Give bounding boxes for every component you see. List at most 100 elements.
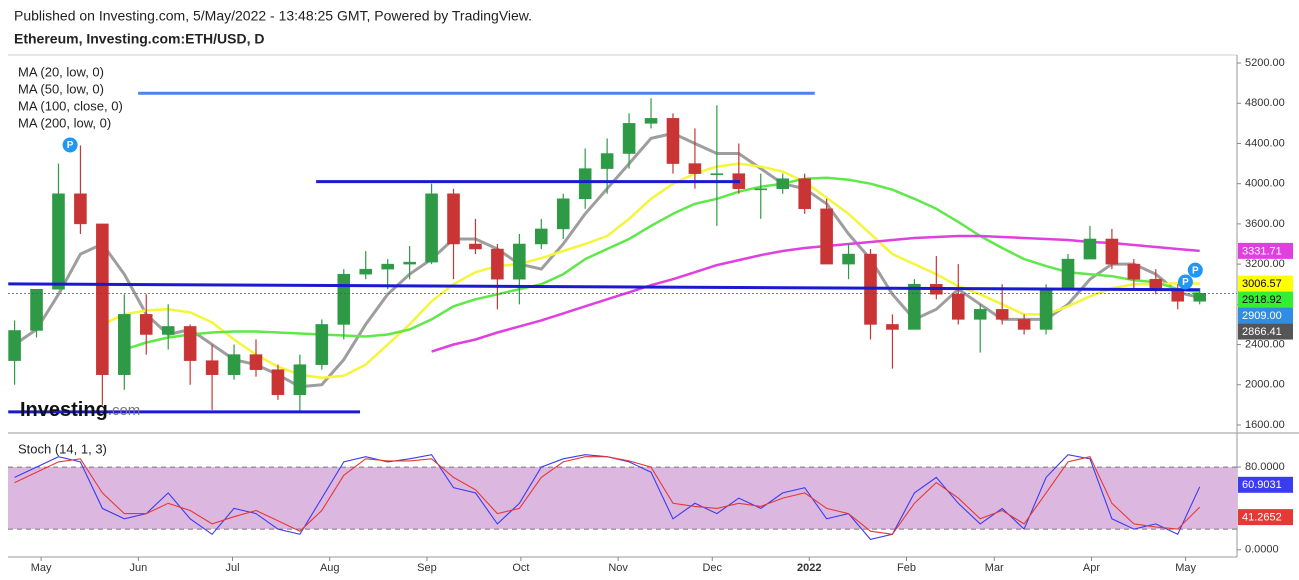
candle-body xyxy=(644,118,658,124)
watermark-main: Investing xyxy=(20,399,108,421)
y-tick-label: 2000.00 xyxy=(1245,379,1285,391)
y-tick-label: 3600.00 xyxy=(1245,218,1285,230)
stoch-band xyxy=(8,467,1237,530)
pivot-marker xyxy=(1187,262,1203,278)
candle-body xyxy=(403,261,416,265)
candle-body xyxy=(1193,293,1206,302)
legend-entry: MA (100, close, 0) xyxy=(18,98,123,113)
candle-body xyxy=(381,263,394,270)
candle-body xyxy=(74,193,87,225)
x-tick-label: May xyxy=(31,562,52,574)
trend-line xyxy=(8,282,1200,292)
x-tick-label: Jun xyxy=(129,562,147,574)
value-label: 41.2652 xyxy=(1242,512,1282,524)
price-label: 2866.41 xyxy=(1242,326,1282,338)
candle-body xyxy=(249,354,263,370)
candle-body xyxy=(139,314,153,335)
x-tick-label: Aug xyxy=(320,562,340,574)
candle-body xyxy=(710,173,724,176)
candle-body xyxy=(556,198,570,230)
candle-body xyxy=(578,168,592,200)
candle-body xyxy=(271,369,285,396)
y-tick-label: 4000.00 xyxy=(1245,178,1285,190)
candle-body xyxy=(688,163,702,174)
candle-body xyxy=(469,243,482,250)
y-tick-label: 3200.00 xyxy=(1245,258,1285,270)
candle-body xyxy=(227,354,241,375)
candle-body xyxy=(754,188,768,191)
candle-body xyxy=(886,324,899,330)
published-note: Published on Investing.com, 5/May/2022 -… xyxy=(14,8,532,24)
price-label-box xyxy=(1238,323,1293,340)
candle-body xyxy=(1149,278,1163,290)
legend-entry: MA (50, low, 0) xyxy=(18,81,104,96)
x-tick-label: Sep xyxy=(417,562,437,574)
candle-body xyxy=(491,248,504,280)
watermark: Investing.com xyxy=(20,399,140,421)
candle-body xyxy=(908,283,921,330)
candle-body xyxy=(798,178,811,210)
y-tick-label: 2400.00 xyxy=(1245,338,1285,350)
value-label-box xyxy=(1238,476,1293,493)
candle-body xyxy=(205,360,219,375)
y-tick-label: 0.0000 xyxy=(1245,544,1279,556)
price-label-box xyxy=(1238,307,1293,324)
x-tick-label: Feb xyxy=(897,562,916,574)
candle-body xyxy=(30,288,43,331)
moving-average-line xyxy=(123,176,1200,351)
candle-body xyxy=(96,223,109,375)
x-tick-label: May xyxy=(1175,562,1196,574)
price-label: 2909.00 xyxy=(1242,310,1282,322)
candle-body xyxy=(973,309,987,320)
price-label: 3006.57 xyxy=(1242,278,1282,290)
candle-body xyxy=(666,118,680,164)
candle-body xyxy=(1083,238,1097,260)
x-tick-label: Mar xyxy=(985,562,1004,574)
x-tick-label: Nov xyxy=(608,562,628,574)
candle-body xyxy=(1127,263,1141,280)
pivot-marker xyxy=(62,137,78,153)
candle-body xyxy=(1105,238,1119,265)
y-tick-label: 5200.00 xyxy=(1245,57,1285,69)
x-tick-label: Jul xyxy=(225,562,239,574)
candle-body xyxy=(447,193,460,245)
candle-body xyxy=(513,243,526,280)
candle-body xyxy=(425,193,438,263)
price-label-box xyxy=(1238,275,1293,292)
candle-body xyxy=(622,123,636,154)
stoch-line xyxy=(14,456,1201,535)
price-label-box xyxy=(1238,242,1293,259)
watermark-suffix: .com xyxy=(108,402,141,419)
y-tick-label: 80.0000 xyxy=(1245,461,1285,473)
price-label-box xyxy=(1238,291,1293,308)
candle-body xyxy=(118,314,131,375)
candle-body xyxy=(161,326,175,335)
value-label-box xyxy=(1238,509,1293,526)
candle-body xyxy=(183,326,197,361)
candle-body xyxy=(842,253,855,265)
candle-body xyxy=(820,208,833,265)
candle-body xyxy=(8,330,21,361)
indicator-title: Stoch (14, 1, 3) xyxy=(18,441,107,456)
candle-body xyxy=(535,228,548,245)
value-label: 60.9031 xyxy=(1242,479,1282,491)
candle-body xyxy=(337,273,351,325)
candle-body xyxy=(52,193,65,290)
candle-body xyxy=(776,178,789,189)
legend-entry: MA (200, low, 0) xyxy=(18,115,111,130)
x-tick-label: Oct xyxy=(512,562,529,574)
pivot-marker xyxy=(1177,274,1193,290)
candle-body xyxy=(1061,258,1075,290)
moving-average-line xyxy=(101,162,1200,379)
moving-average-line xyxy=(431,234,1200,353)
x-tick-label: Dec xyxy=(702,562,722,574)
candle-body xyxy=(315,324,329,365)
symbol-title: Ethereum, Investing.com:ETH/USD, D xyxy=(14,31,264,47)
candle-body xyxy=(951,294,965,320)
y-tick-label: 4400.00 xyxy=(1245,137,1285,149)
x-tick-label: Apr xyxy=(1083,562,1100,574)
candle-body xyxy=(1039,288,1053,330)
pivot-label: P xyxy=(67,140,74,151)
y-tick-label: 4800.00 xyxy=(1245,97,1285,109)
